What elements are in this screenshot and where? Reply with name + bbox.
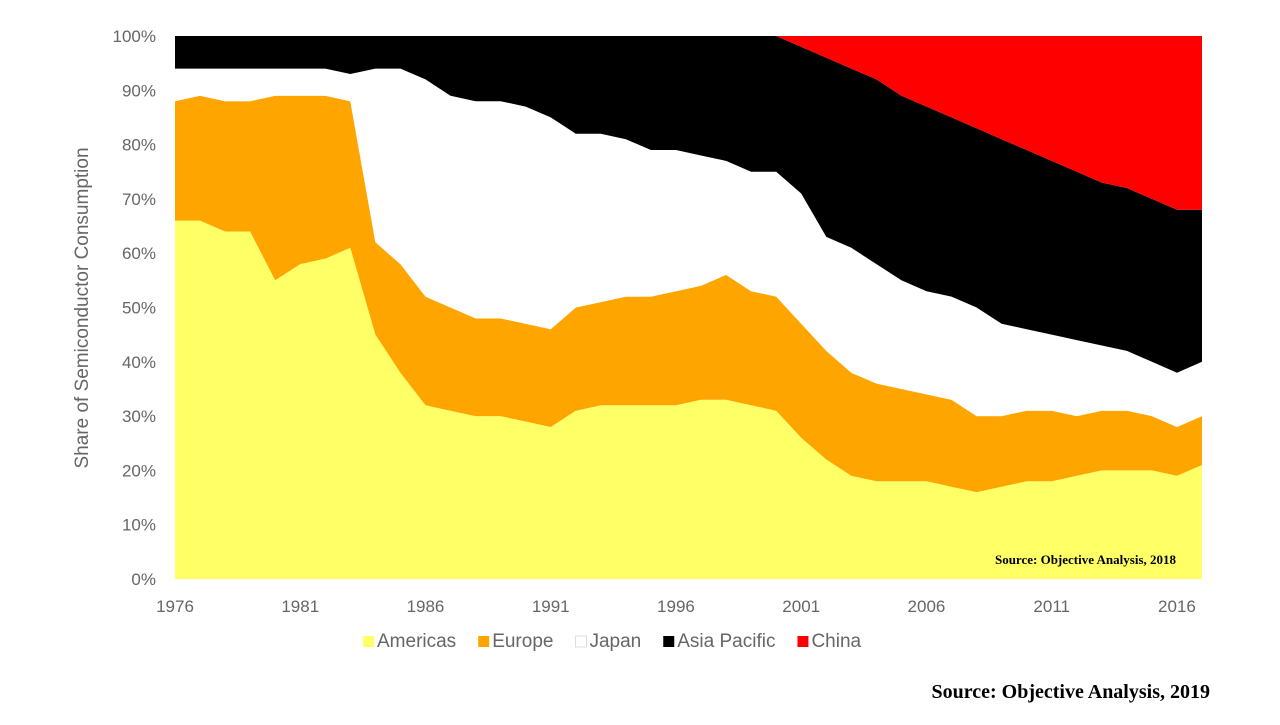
legend-label: Japan [589, 631, 641, 652]
area-japan [175, 68, 1202, 427]
legend-swatch [797, 636, 809, 647]
x-tick-label: 2001 [782, 597, 820, 616]
legend-item-asia-pacific: Asia Pacific [663, 631, 775, 652]
y-tick-label: 20% [122, 461, 156, 480]
legend-swatch [478, 636, 490, 647]
x-tick-label: 1986 [407, 597, 445, 616]
legend-item-japan: Japan [574, 631, 641, 652]
y-tick-label: 100% [113, 27, 156, 46]
footer-source: Source: Objective Analysis, 2019 [931, 681, 1210, 703]
legend-swatch [574, 635, 587, 648]
x-tick-label: 1996 [657, 597, 695, 616]
legend-item-china: China [797, 631, 862, 652]
legend-label: Europe [492, 631, 553, 652]
legend-label: Asia Pacific [677, 631, 775, 652]
x-tick-label: 2006 [908, 597, 946, 616]
x-tick-label: 1981 [281, 597, 319, 616]
legend-label: Americas [377, 631, 456, 652]
legend-label: China [811, 631, 861, 652]
y-axis-label: Share of Semiconductor Consumption [72, 147, 93, 468]
x-tick-label: 2011 [1033, 597, 1070, 616]
area-europe [175, 95, 1202, 493]
y-tick-label: 30% [122, 407, 156, 426]
y-tick-label: 0% [131, 570, 156, 589]
y-tick-label: 10% [122, 516, 156, 535]
x-tick-label: 1991 [532, 597, 570, 616]
y-tick-label: 80% [122, 136, 156, 155]
chart-source-note: Source: Objective Analysis, 2018 [995, 552, 1177, 567]
legend-swatch [363, 636, 374, 647]
legend-item-europe: Europe [478, 631, 553, 652]
x-tick-label: 1976 [156, 597, 194, 616]
y-tick-label: 50% [122, 299, 156, 318]
y-tick-label: 70% [122, 190, 156, 209]
y-tick-label: 40% [122, 353, 156, 372]
y-tick-label: 90% [122, 81, 156, 100]
area-asia-pacific [175, 36, 1202, 373]
y-tick-label: 60% [122, 244, 156, 263]
legend-swatch [663, 636, 675, 647]
area-americas [175, 220, 1202, 579]
area-china [175, 36, 1202, 210]
legend-item-americas: Americas [363, 631, 456, 652]
x-tick-label: 2016 [1158, 597, 1196, 616]
